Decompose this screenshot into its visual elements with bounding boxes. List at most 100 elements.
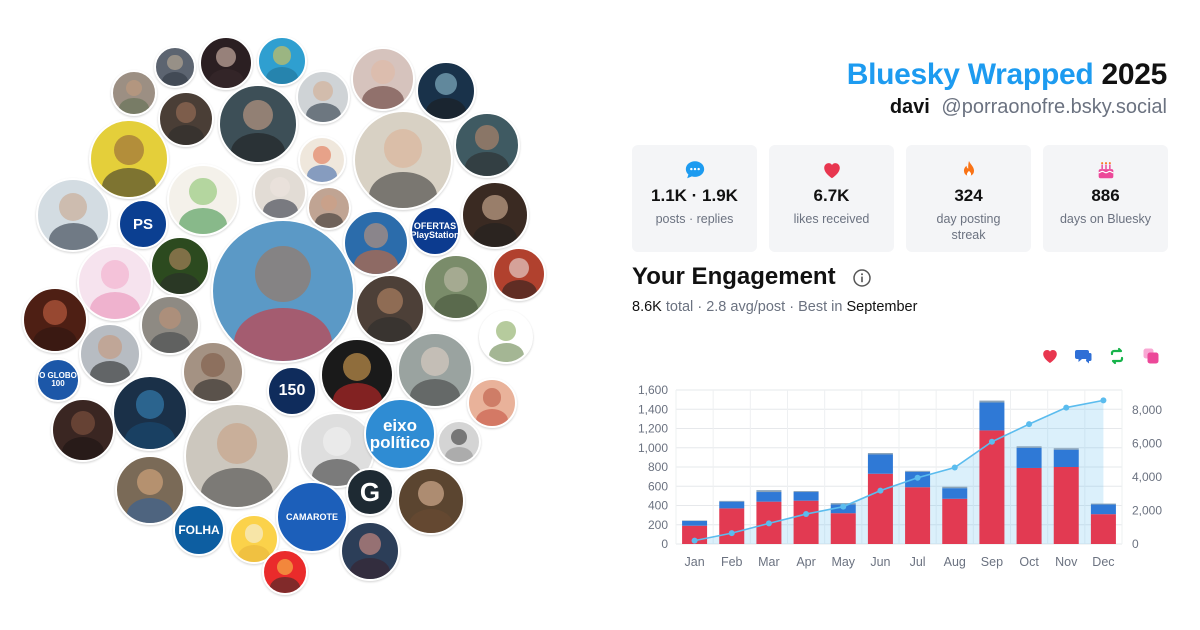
- bar-likes: [719, 508, 745, 544]
- avatar-21[interactable]: [211, 219, 355, 363]
- bar-likes: [867, 473, 893, 544]
- avatar-20[interactable]: [150, 236, 210, 296]
- bar-replies: [867, 454, 893, 474]
- avatar-26[interactable]: [355, 274, 425, 344]
- cumulative-point: [988, 438, 995, 445]
- stat-value: 324: [954, 186, 983, 205]
- info-icon[interactable]: [852, 268, 872, 288]
- avatar-22[interactable]: [77, 245, 153, 321]
- avatar-31[interactable]: [397, 332, 473, 408]
- avatar-18[interactable]: [343, 210, 409, 276]
- cumulative-point: [840, 503, 847, 510]
- x-tick-label: Dec: [1092, 555, 1114, 569]
- avatar-15[interactable]: [253, 166, 307, 220]
- cumulative-point: [877, 487, 884, 494]
- avatar-28[interactable]: [79, 323, 141, 385]
- avatar-40[interactable]: [397, 467, 465, 535]
- avatar-10[interactable]: [89, 119, 169, 199]
- avatar-42[interactable]: [340, 521, 400, 581]
- avatar-12[interactable]: [353, 110, 453, 210]
- stat-value: 886: [1091, 186, 1120, 205]
- avatar-3[interactable]: [257, 36, 307, 86]
- stat-card-likes: 6.7K likes received: [769, 145, 894, 252]
- cumulative-point: [765, 520, 772, 527]
- avatar-1[interactable]: [154, 46, 196, 88]
- y-tick-label-right: 8,000: [1132, 403, 1162, 417]
- avatar-34[interactable]: [467, 378, 517, 428]
- bar-replies: [719, 501, 745, 509]
- engagement-total: 8.6K: [632, 299, 662, 315]
- avatar-g[interactable]: G: [346, 468, 394, 516]
- brand-title: Bluesky Wrapped: [846, 58, 1094, 91]
- engagement-chart: 0 200 400 600 800 1,000 1,200 1,400 1,600 0 2,000 4…: [638, 383, 1162, 569]
- avatar-9[interactable]: [416, 61, 476, 121]
- y-tick-label-left: 1,200: [638, 422, 668, 436]
- avatar-2[interactable]: [199, 36, 253, 90]
- avatar-39[interactable]: [115, 455, 185, 525]
- avatar-16[interactable]: [307, 186, 351, 230]
- avatar-6[interactable]: [218, 84, 298, 164]
- repost-icon[interactable]: [1108, 347, 1126, 365]
- avatar-27[interactable]: [22, 287, 88, 353]
- avatar-36[interactable]: [184, 403, 290, 509]
- bar-reposts: [867, 453, 893, 455]
- bar-likes: [1090, 514, 1116, 544]
- cumulative-point: [728, 530, 735, 537]
- stat-label: likes received: [793, 212, 870, 226]
- user-identity: davi @porraonofre.bsky.social: [890, 96, 1167, 119]
- cumulative-point: [1063, 404, 1070, 411]
- reply-icon[interactable]: [1074, 347, 1092, 365]
- avatar-30[interactable]: [320, 338, 394, 412]
- x-tick-label: Oct: [1019, 555, 1039, 569]
- bar-reposts: [979, 400, 1005, 403]
- cumulative-path: [694, 399, 1104, 542]
- bar-reposts: [756, 490, 782, 493]
- avatar-11[interactable]: [298, 136, 346, 184]
- stat-card-days: 886 days on Bluesky: [1043, 145, 1168, 252]
- avatar-43[interactable]: [262, 549, 308, 595]
- avatar-17[interactable]: [36, 178, 110, 252]
- avatar-4[interactable]: [111, 70, 157, 116]
- avatar-23[interactable]: [423, 254, 489, 320]
- avatar-folha[interactable]: FOLHA: [173, 504, 225, 556]
- cumulative-point: [914, 474, 921, 481]
- avatar-estadao[interactable]: 150: [267, 366, 317, 416]
- chart-grid: [675, 389, 1123, 545]
- user-handle: @porraonofre.bsky.social: [941, 96, 1167, 118]
- avatar-playstation[interactable]: PS: [118, 199, 168, 249]
- stat-label: days on Bluesky: [1059, 212, 1152, 226]
- avatar-8[interactable]: [351, 47, 415, 111]
- bar-reposts: [1090, 503, 1116, 505]
- avatar-19[interactable]: [461, 181, 529, 249]
- avatar-7[interactable]: [296, 70, 350, 124]
- avatar-38[interactable]: [437, 420, 481, 464]
- bar-reposts: [793, 491, 819, 493]
- avatar-24[interactable]: [492, 247, 546, 301]
- avatar-eixo[interactable]: eixo político: [364, 398, 436, 470]
- avatar-label: O GLOBO 100: [39, 371, 77, 388]
- bar-replies: [756, 492, 782, 502]
- y-tick-label-right: 6,000: [1132, 437, 1162, 451]
- avatar-camarote[interactable]: CAMAROTE: [276, 481, 348, 553]
- x-tick-label: Jun: [870, 555, 890, 569]
- avatar-35[interactable]: [51, 398, 115, 462]
- bar-likes: [1016, 467, 1042, 544]
- avatar-14[interactable]: [167, 164, 239, 236]
- chart-labels: 0 200 400 600 800 1,000 1,200 1,400 1,600 0 2,000 4…: [638, 383, 1162, 569]
- avatar-ofertas[interactable]: OFERTAS PlayStation: [410, 206, 460, 256]
- avatar-33[interactable]: [112, 375, 188, 451]
- bar-likes: [979, 430, 1005, 544]
- heart-icon[interactable]: [1041, 347, 1059, 365]
- avatar-label: eixo político: [369, 416, 431, 452]
- avatar-oglobo[interactable]: O GLOBO 100: [36, 358, 80, 402]
- quote-icon[interactable]: [1142, 347, 1160, 365]
- stat-card-posts: 1.1K · 1.9K posts · replies: [632, 145, 757, 252]
- y-tick-label-left: 1,600: [638, 383, 668, 397]
- avatar-29[interactable]: [182, 341, 244, 403]
- avatar-32[interactable]: [479, 310, 533, 364]
- x-tick-label: Jul: [910, 555, 926, 569]
- avatar-5[interactable]: [158, 91, 214, 147]
- avatar-25[interactable]: [140, 295, 200, 355]
- avatar-13[interactable]: [454, 112, 520, 178]
- y-tick-label-right: 4,000: [1132, 470, 1162, 484]
